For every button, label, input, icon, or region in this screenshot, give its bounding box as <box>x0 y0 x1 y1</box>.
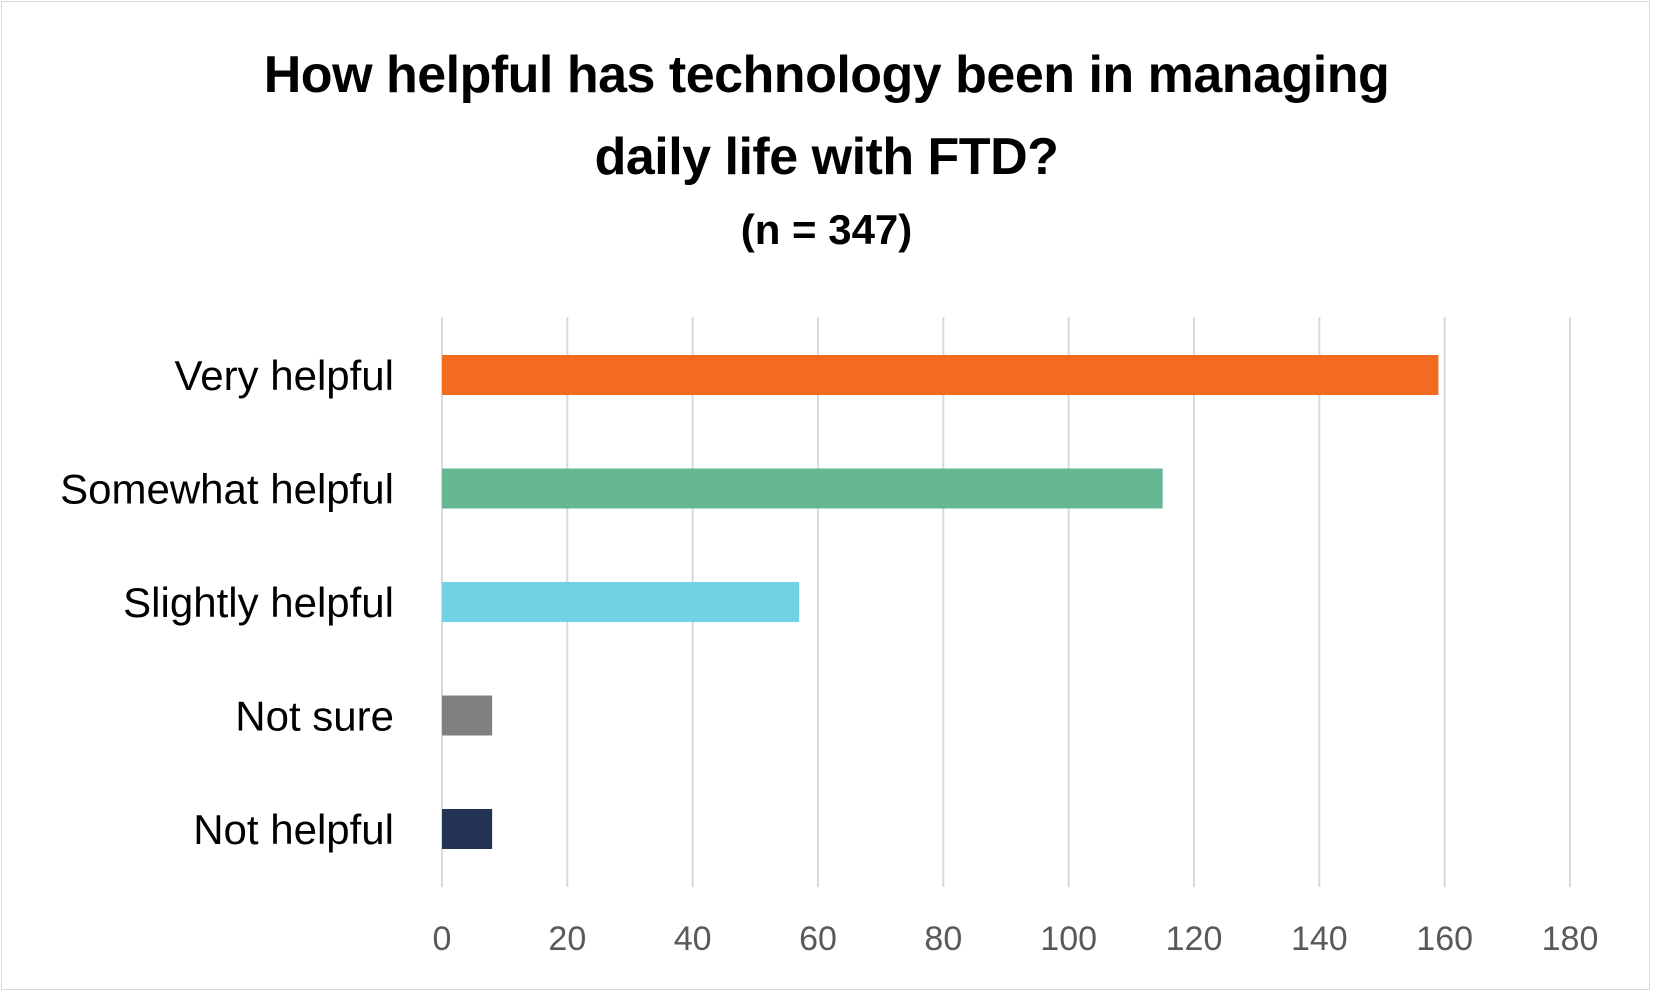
x-tick-label-80: 80 <box>924 920 962 958</box>
chart-subtitle: (n = 347) <box>740 206 913 253</box>
x-tick-label-180: 180 <box>1542 920 1599 958</box>
x-tick-label-160: 160 <box>1416 920 1473 958</box>
x-tick-label-120: 120 <box>1166 920 1223 958</box>
x-tick-label-0: 0 <box>433 920 452 958</box>
bar-very-helpful <box>442 355 1439 395</box>
chart-title-line-1: How helpful has technology been in manag… <box>263 46 1390 104</box>
category-label-not-helpful: Not helpful <box>193 806 394 853</box>
chart-title-line-2: daily life with FTD? <box>594 128 1059 186</box>
x-axis-tick-labels: 0 20 40 60 80 100 120 140 160 180 <box>433 920 1599 958</box>
gridlines <box>441 317 1571 887</box>
x-tick-label-100: 100 <box>1040 920 1097 958</box>
bar-slightly-helpful <box>442 582 800 622</box>
x-tick-label-60: 60 <box>799 920 837 958</box>
category-labels: Very helpful Somewhat helpful Slightly hel… <box>60 352 394 853</box>
bar-somewhat-helpful <box>442 468 1163 509</box>
bar-not-helpful <box>442 809 493 849</box>
x-tick-label-40: 40 <box>674 920 712 958</box>
x-tick-label-20: 20 <box>548 920 586 958</box>
category-label-somewhat-helpful: Somewhat helpful <box>60 466 394 513</box>
bars <box>442 355 1439 849</box>
category-label-slightly-helpful: Slightly helpful <box>123 579 394 626</box>
category-label-not-sure: Not sure <box>235 693 394 740</box>
bar-not-sure <box>442 695 493 736</box>
category-label-very-helpful: Very helpful <box>175 352 394 399</box>
x-tick-label-140: 140 <box>1291 920 1348 958</box>
